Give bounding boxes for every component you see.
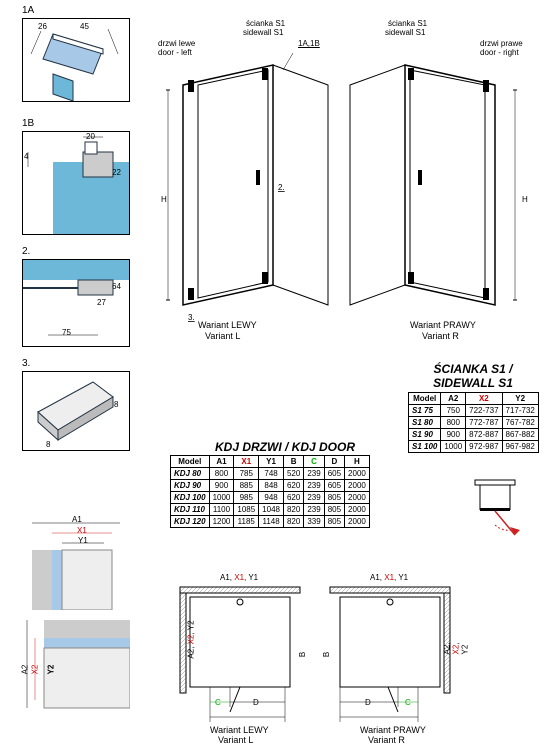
variant-left-pl: Wariant LEWY: [198, 320, 257, 330]
tv-right-b: B: [322, 652, 331, 657]
h-right: H: [522, 195, 528, 204]
variant-right-pl: Wariant PRAWY: [410, 320, 476, 330]
h-left: H: [161, 195, 167, 204]
enclosure-left: drzwi lewe door - left ścianka S1 sidewa…: [158, 20, 333, 340]
tv-right-d: D: [365, 698, 371, 707]
topview-right: A1, X1, Y1 A2, X2, Y2 C D B Wariant PRAW…: [320, 570, 460, 745]
tv-left-variant-en: Variant L: [218, 735, 253, 745]
plan-x1-label: X1: [77, 526, 87, 535]
tv-right-variant-en: Variant R: [368, 735, 405, 745]
side-table-title-l2: SIDEWALL S1: [433, 376, 513, 390]
plan-a1: A1 X1 Y1: [22, 515, 130, 610]
tv-left-d: D: [253, 698, 259, 707]
detail-2-dim-a: 75: [62, 328, 71, 337]
enclosure-right: ścianka S1 sidewall S1 drzwi prawe door …: [340, 20, 530, 340]
detail-3-dim-b: 8: [114, 400, 118, 409]
tv-left-variant-pl: Wariant LEWY: [210, 725, 269, 735]
detail-2-label: 2.: [22, 246, 30, 257]
detail-3-label: 3.: [22, 358, 30, 369]
tv-left-c: C: [215, 698, 221, 707]
side-table: ModelA2X2Y2S1 75750722-737717-732S1 8080…: [408, 392, 539, 453]
plan-a2-label: A2: [20, 665, 29, 675]
svg-text:2.: 2.: [278, 183, 285, 192]
detail-3-dim-a: 8: [46, 440, 50, 449]
detail-2: [22, 259, 130, 347]
detail-1a-dim-b: 45: [80, 22, 89, 31]
door-table-title: KDJ DRZWI / KDJ DOOR: [170, 440, 400, 454]
door-swing-icon: [470, 475, 525, 545]
plan-y2-label: Y2: [46, 665, 55, 675]
detail-1b-dim-b: 22: [112, 168, 121, 177]
detail-1a-dim-a: 26: [38, 22, 47, 31]
topview-left: A1, X1, Y1 A2, X2, Y2 C D B Wariant LEWY…: [170, 570, 310, 745]
tv-right-variant-pl: Wariant PRAWY: [360, 725, 426, 735]
detail-1b-label: 1B: [22, 118, 34, 129]
side-left-label-en: sidewall S1: [243, 29, 283, 38]
tv-left-b: B: [298, 652, 307, 657]
side-table-title-l1: ŚCIANKA S1 /: [434, 362, 513, 376]
svg-text:3.: 3.: [188, 313, 195, 322]
side-right-label-en: sidewall S1: [385, 29, 425, 38]
detail-1b: [22, 131, 130, 235]
plan-x2-label: X2: [30, 665, 39, 675]
detail-ref-1a1b: 1A,1B: [298, 40, 320, 49]
plan-a2: A2 X2 Y2: [22, 620, 130, 730]
door-table: ModelA1X1Y1BCDHKDJ 808007857485202396052…: [170, 455, 370, 528]
variant-right-en: Variant R: [422, 331, 459, 341]
detail-2-dim-c: 64: [112, 282, 121, 291]
detail-1b-dim-a: 20: [86, 132, 95, 141]
detail-1a-label: 1A: [22, 5, 34, 16]
detail-3: [22, 371, 130, 451]
plan-y1-label: Y1: [78, 536, 88, 545]
plan-a1-label: A1: [72, 515, 82, 524]
detail-1b-dim-c: 4: [24, 152, 28, 161]
variant-left-en: Variant L: [205, 331, 240, 341]
detail-2-dim-b: 27: [97, 298, 106, 307]
tv-right-c: C: [405, 698, 411, 707]
